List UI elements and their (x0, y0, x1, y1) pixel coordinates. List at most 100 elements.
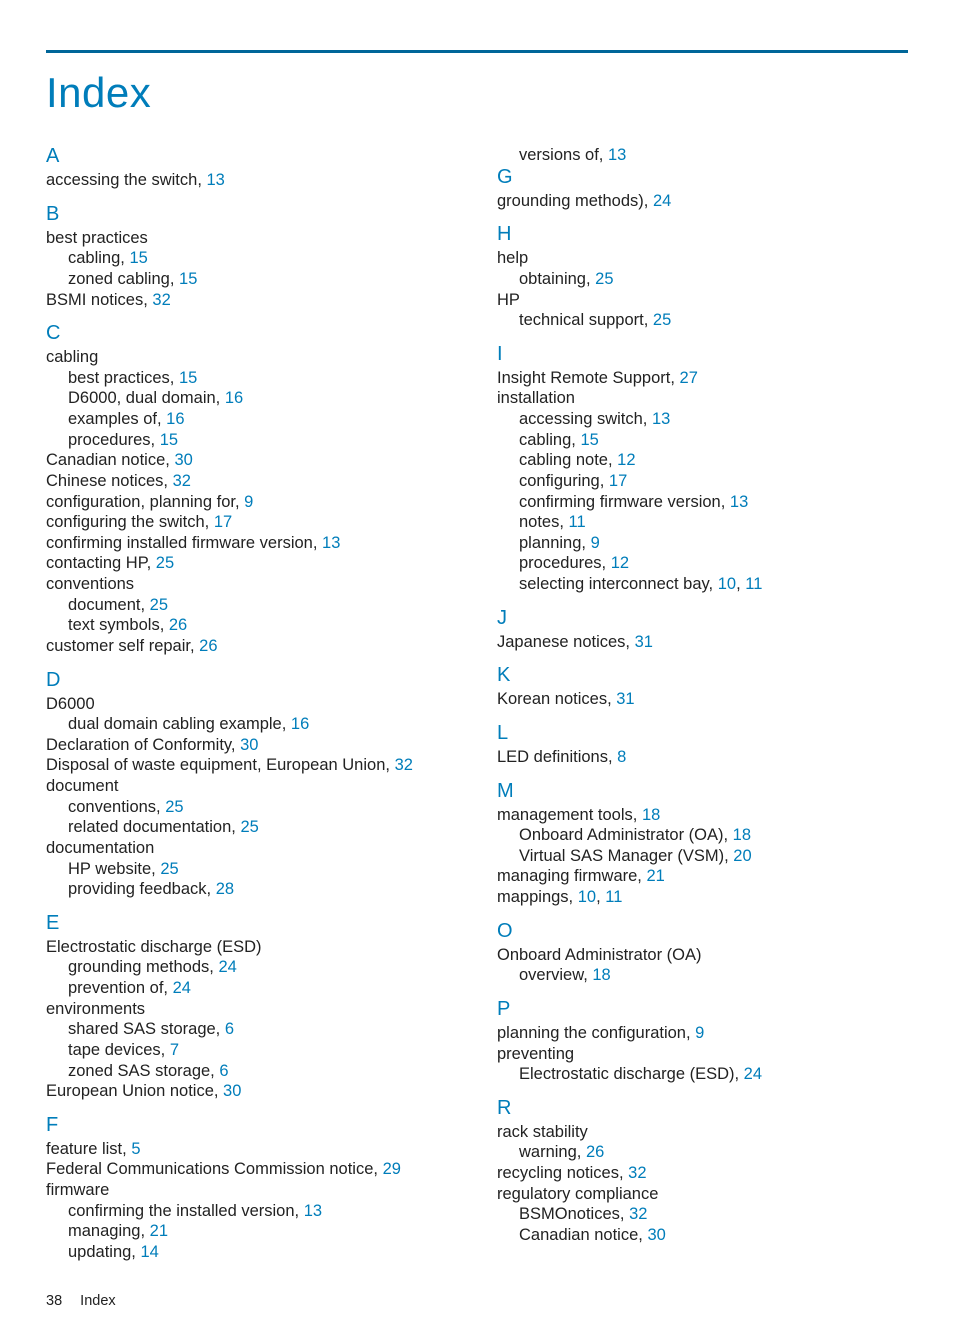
page-ref[interactable]: 10 (718, 575, 736, 593)
index-entry: Insight Remote Support, 27 (497, 368, 908, 389)
index-entry: feature list, 5 (46, 1139, 457, 1160)
page-ref[interactable]: 17 (214, 513, 232, 531)
index-entry-text: related documentation, (68, 818, 236, 836)
page-ref[interactable]: 13 (608, 146, 626, 164)
index-entry-text: management tools, (497, 806, 637, 824)
page-ref[interactable]: 27 (680, 369, 698, 387)
index-entry: document, 25 (68, 595, 457, 616)
index-entry: overview, 18 (519, 965, 908, 986)
page-ref[interactable]: 32 (173, 472, 191, 490)
page-ref[interactable]: 26 (169, 616, 187, 634)
page-ref[interactable]: 18 (642, 806, 660, 824)
page-ref[interactable]: 12 (617, 451, 635, 469)
page-ref[interactable]: 26 (199, 637, 217, 655)
page-ref[interactable]: 30 (174, 451, 192, 469)
page-ref[interactable]: 25 (160, 860, 178, 878)
page-ref[interactable]: 16 (291, 715, 309, 733)
index-entry-text: Korean notices, (497, 690, 612, 708)
page-ref[interactable]: 6 (219, 1062, 228, 1080)
page-ref[interactable]: 24 (173, 979, 191, 997)
page-ref[interactable]: 25 (165, 798, 183, 816)
index-entry-text: installation (497, 389, 575, 407)
index-entry-text: Onboard Administrator (OA), (519, 826, 728, 844)
page-ref[interactable]: 24 (653, 192, 671, 210)
page-ref[interactable]: 21 (150, 1222, 168, 1240)
page-ref[interactable]: 6 (225, 1020, 234, 1038)
page-ref[interactable]: 15 (179, 369, 197, 387)
index-entry-text: zoned SAS storage, (68, 1062, 215, 1080)
page-ref[interactable]: 5 (131, 1140, 140, 1158)
page-ref[interactable]: 15 (160, 431, 178, 449)
page-ref[interactable]: 13 (322, 534, 340, 552)
page-ref[interactable]: 16 (225, 389, 243, 407)
index-entry-text: configuration, planning for, (46, 493, 240, 511)
page-ref[interactable]: 24 (218, 958, 236, 976)
index-entry: regulatory compliance (497, 1184, 908, 1205)
page-ref[interactable]: 26 (586, 1143, 604, 1161)
page-ref[interactable]: 17 (609, 472, 627, 490)
page-ref[interactable]: 28 (216, 880, 234, 898)
index-entry-text: LED definitions, (497, 748, 613, 766)
page-ref[interactable]: 18 (733, 826, 751, 844)
page-ref[interactable]: 14 (141, 1243, 159, 1261)
index-entry-text: cabling, (519, 431, 576, 449)
page-ref[interactable]: 16 (166, 410, 184, 428)
page-ref[interactable]: 24 (744, 1065, 762, 1083)
index-entry-text: document, (68, 596, 145, 614)
page-ref[interactable]: 11 (745, 575, 762, 593)
index-letter: J (497, 607, 908, 630)
page-ref[interactable]: 20 (733, 847, 751, 865)
page-ref[interactable]: 13 (652, 410, 670, 428)
page-ref[interactable]: 32 (152, 291, 170, 309)
page-ref[interactable]: 9 (695, 1024, 704, 1042)
index-entry-text: technical support, (519, 311, 648, 329)
page-ref[interactable]: 32 (628, 1164, 646, 1182)
index-entry-text: cabling note, (519, 451, 613, 469)
index-entry: managing, 21 (68, 1221, 457, 1242)
page-ref[interactable]: 9 (591, 534, 600, 552)
page-ref[interactable]: 11 (605, 888, 622, 906)
page-ref[interactable]: 25 (653, 311, 671, 329)
index-entry: D6000, dual domain, 16 (68, 388, 457, 409)
page-ref[interactable]: 9 (244, 493, 253, 511)
page-ref[interactable]: 15 (179, 270, 197, 288)
index-column-left: Aaccessing the switch, 13Bbest practices… (46, 145, 457, 1263)
index-entry-text: best practices, (68, 369, 174, 387)
page-ref[interactable]: 30 (647, 1226, 665, 1244)
page-ref[interactable]: 15 (129, 249, 147, 267)
page-ref[interactable]: 13 (730, 493, 748, 511)
page-ref[interactable]: 15 (580, 431, 598, 449)
page-ref[interactable]: 7 (170, 1041, 179, 1059)
page-ref[interactable]: 21 (646, 867, 664, 885)
page-ref[interactable]: 11 (569, 513, 586, 531)
page-ref[interactable]: 25 (595, 270, 613, 288)
page-ref[interactable]: 13 (304, 1202, 322, 1220)
page-title: Index (46, 69, 908, 117)
page-ref[interactable]: 10 (578, 888, 596, 906)
page-ref[interactable]: 30 (223, 1082, 241, 1100)
page-ref[interactable]: 18 (592, 966, 610, 984)
page-ref[interactable]: 31 (616, 690, 634, 708)
index-entry-text: Electrostatic discharge (ESD) (46, 938, 262, 956)
page-ref[interactable]: 25 (240, 818, 258, 836)
index-letter: R (497, 1097, 908, 1120)
page-ref[interactable]: 25 (150, 596, 168, 614)
page-ref[interactable]: 29 (383, 1160, 401, 1178)
index-entry: Japanese notices, 31 (497, 632, 908, 653)
index-entry-text: firmware (46, 1181, 109, 1199)
index-entry: Disposal of waste equipment, European Un… (46, 755, 457, 776)
page-ref[interactable]: 32 (395, 756, 413, 774)
index-entry-text: cabling, (68, 249, 125, 267)
page-ref[interactable]: 31 (635, 633, 653, 651)
index-entry-text: Federal Communications Commission notice… (46, 1160, 378, 1178)
index-entry: Virtual SAS Manager (VSM), 20 (519, 846, 908, 867)
page-ref[interactable]: 30 (240, 736, 258, 754)
index-letter: C (46, 322, 457, 345)
page-ref[interactable]: 32 (629, 1205, 647, 1223)
page-ref[interactable]: 13 (207, 171, 225, 189)
page-ref[interactable]: 8 (617, 748, 626, 766)
index-letter: M (497, 780, 908, 803)
page-ref[interactable]: 12 (611, 554, 629, 572)
page-ref[interactable]: 25 (156, 554, 174, 572)
index-entry-text: Onboard Administrator (OA) (497, 946, 702, 964)
